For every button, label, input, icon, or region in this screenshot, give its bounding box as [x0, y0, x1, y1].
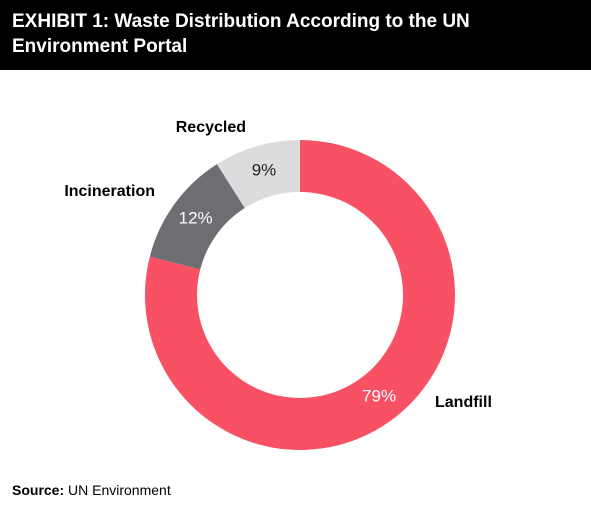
- chart: 79% Landfill 12% Incineration 9% Recycled: [64, 119, 492, 450]
- donut-slice: [145, 140, 455, 450]
- source-label: Source:: [12, 482, 65, 498]
- chart-title: EXHIBIT 1: Waste Distribution According …: [12, 11, 470, 57]
- donut-slice: [216, 140, 300, 209]
- category-label: Landfill: [435, 394, 492, 411]
- category-label: Incineration: [64, 183, 155, 200]
- value-label: 12%: [179, 209, 213, 228]
- value-label: 79%: [362, 386, 396, 405]
- donut-slice: [149, 164, 245, 270]
- header: EXHIBIT 1: Waste Distribution According …: [0, 0, 591, 70]
- source-text: UN Environment: [68, 482, 171, 498]
- value-label: 9%: [252, 161, 277, 180]
- category-label: Recycled: [176, 119, 246, 136]
- source: Source: UN Environment: [12, 482, 171, 498]
